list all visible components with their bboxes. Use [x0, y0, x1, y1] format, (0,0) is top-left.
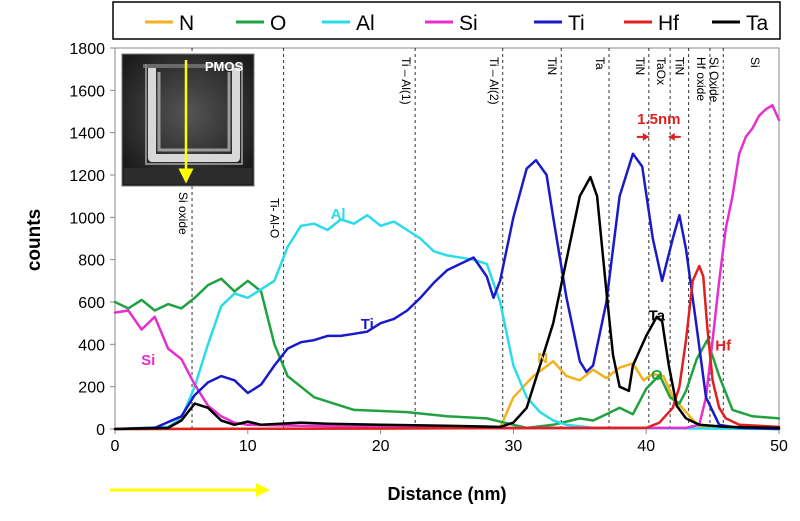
y-tick-label: 400	[78, 337, 105, 354]
legend-box	[112, 1, 781, 40]
y-tick-label: 1800	[69, 41, 105, 58]
y-tick-label: 1200	[69, 168, 105, 185]
series-line-al	[113, 213, 781, 431]
region-label: TiN	[633, 57, 647, 75]
region-label: TiN	[545, 57, 559, 75]
y-tick-label: 1000	[69, 210, 105, 227]
series-line-o	[113, 277, 781, 430]
legend: N O Al Si Ti Hf Ta	[145, 12, 769, 35]
region-label: Si oxide	[176, 192, 190, 235]
series-line-n	[113, 360, 781, 431]
region-label: Si Oxide	[707, 57, 721, 103]
legend-label-al: Al	[356, 12, 375, 35]
dimension-arrowhead-left	[642, 132, 649, 141]
curve-annotation-o: O	[651, 367, 663, 384]
legend-label-hf: Hf	[658, 12, 679, 35]
dimension-arrowhead-right	[668, 132, 675, 141]
curve-annotation-ti: Ti	[361, 316, 374, 333]
y-tick-label: 1600	[69, 83, 105, 100]
x-tick-label: 0	[111, 438, 120, 455]
y-tick-label: 600	[78, 295, 105, 312]
curve-annotation-ta: Ta	[649, 308, 666, 325]
series-line-ta	[113, 175, 781, 431]
region-label: TiN	[673, 57, 687, 75]
x-tick-label: 40	[637, 438, 655, 455]
x-axis-title: Distance (nm)	[387, 484, 506, 504]
x-tick-label: 10	[239, 438, 257, 455]
x-tick-label: 20	[372, 438, 390, 455]
y-tick-label: 800	[78, 253, 105, 270]
curve-annotation-al: Al	[331, 206, 346, 223]
region-label: Ti- Al-O	[268, 198, 282, 238]
region-label: TaOx	[654, 57, 668, 85]
pmos-label: PMOS	[205, 59, 244, 74]
region-label: Si	[748, 57, 762, 68]
x-tick-label: 30	[505, 438, 523, 455]
curve-annotation-hf: Hf	[715, 337, 732, 354]
region-label: Hf oxide	[694, 57, 708, 101]
dimension-annotation: 1.5nm	[636, 111, 681, 141]
region-label: Ti – Al(1)	[399, 57, 413, 105]
legend-label-n: N	[179, 12, 194, 35]
legend-label-ti: Ti	[568, 12, 585, 35]
dimension-label: 1.5nm	[637, 111, 680, 128]
x-tick-label: 50	[770, 438, 788, 455]
curve-annotation-n: N	[537, 350, 548, 367]
region-label: Ta	[593, 57, 607, 70]
y-tick-label: 200	[78, 380, 105, 397]
x-axis: 0 10 20 30 40 50	[111, 429, 788, 455]
y-axis-title: counts	[24, 209, 45, 271]
curve-annotation-si: Si	[141, 352, 155, 369]
legend-label-si: Si	[459, 12, 478, 35]
legend-label-ta: Ta	[746, 12, 769, 35]
series-line-hf	[113, 264, 781, 431]
legend-label-o: O	[270, 12, 286, 35]
pmos-inset-image: PMOS	[121, 53, 255, 187]
direction-arrow	[110, 483, 270, 497]
series-lines	[113, 103, 781, 431]
y-tick-label: 1400	[69, 126, 105, 143]
series-line-ti	[113, 152, 781, 431]
curve-annotations: Al Ti Si N O Ta Hf	[141, 206, 732, 384]
region-dividers: Si oxide Ti- Al-OTi – Al(1) Ti – Al(2) TiN T…	[176, 48, 762, 429]
region-label: Ti – Al(2)	[487, 57, 501, 105]
y-axis: 0 200 400 600 800 1000 1200 1400 1600 1800	[69, 41, 115, 439]
y-tick-label: 0	[96, 422, 105, 439]
